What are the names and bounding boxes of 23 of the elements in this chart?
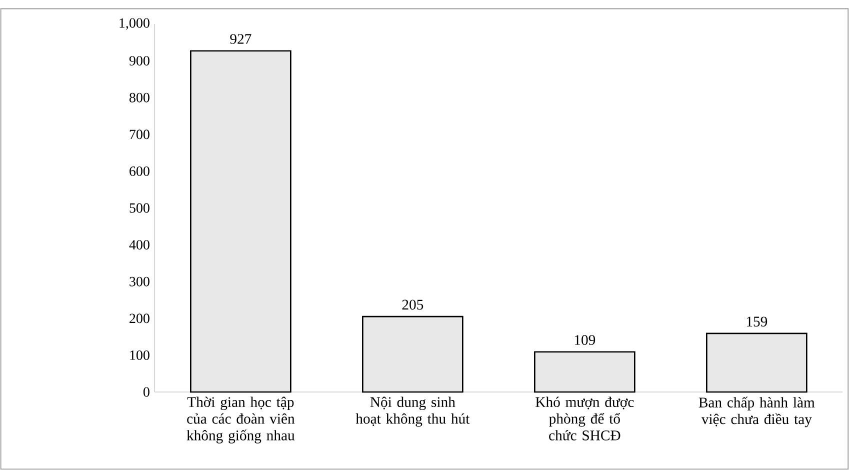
y-tick-label: 500 [130, 203, 150, 213]
data-label: 159 [746, 316, 768, 327]
data-label: 109 [574, 335, 596, 345]
y-tick-label: 900 [129, 56, 150, 66]
y-tick-label: 700 [130, 130, 150, 140]
x-tick-label: Ban chấp hành làm việc chưa điều tay [698, 396, 815, 428]
y-tick-label: 400 [129, 240, 150, 250]
y-tick-label: 100 [130, 350, 150, 360]
y-tick-label: 300 [130, 276, 150, 286]
x-tick-label: Khó mượn được phòng để tổ chức SHCĐ [536, 396, 634, 440]
y-tick-label: 1,000 [120, 18, 150, 30]
data-label: 205 [402, 300, 424, 310]
bar [534, 351, 636, 393]
y-tick-label: 800 [129, 92, 150, 102]
x-tick-label: Thời gian học tập của các đoàn viên không giống nhau [186, 396, 295, 444]
bar [362, 316, 464, 393]
y-tick-label: 200 [130, 314, 150, 324]
bar [706, 332, 808, 393]
y-tick-label: 600 [130, 166, 150, 176]
bar [190, 50, 292, 393]
x-tick-label: Nội dung sinh hoạt không thu hút [356, 396, 470, 427]
y-tick-label: 0 [143, 387, 150, 397]
data-label: 927 [230, 34, 252, 44]
